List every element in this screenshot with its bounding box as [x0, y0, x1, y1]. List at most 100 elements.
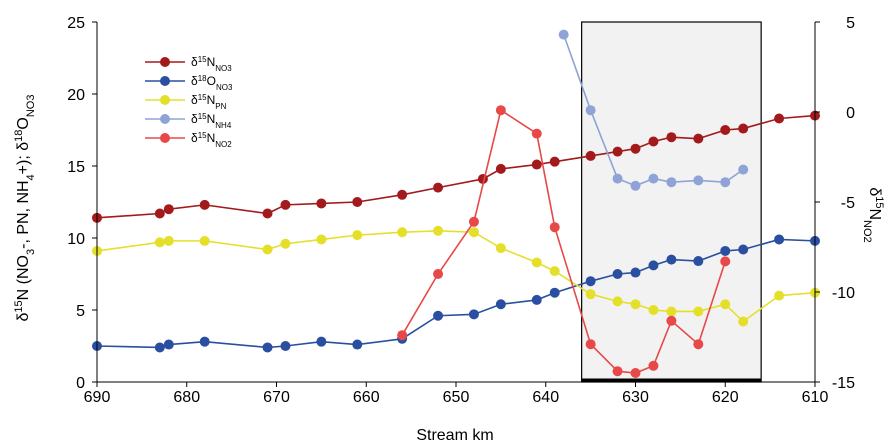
data-point: [648, 305, 659, 315]
data-point: [612, 146, 623, 157]
data-point: [738, 123, 749, 134]
data-point: [468, 309, 479, 320]
data-point: [666, 254, 677, 265]
series-2: [92, 225, 820, 327]
legend-label: δ15NPN: [191, 93, 227, 111]
legend-label: δ15NNO2: [191, 131, 232, 149]
data-point: [280, 199, 291, 210]
data-point: [720, 299, 731, 310]
data-point: [666, 306, 677, 317]
x-axis-title: Stream km: [416, 427, 493, 444]
data-point: [468, 216, 479, 227]
data-point: [352, 197, 363, 207]
data-point: [693, 306, 704, 317]
data-point: [630, 299, 641, 310]
data-point: [666, 315, 677, 326]
data-point: [495, 243, 506, 254]
data-point: [630, 368, 641, 378]
series-layer: [92, 29, 820, 378]
x-tick-label: 610: [802, 389, 829, 406]
data-point: [630, 143, 641, 154]
legend-marker: [160, 95, 170, 105]
data-point: [720, 245, 731, 256]
y-right-tick-label: -5: [841, 195, 855, 212]
y-left-tick-label: 20: [67, 87, 85, 104]
y-right-tick-label: 0: [846, 105, 855, 122]
legend-marker: [160, 76, 170, 86]
y-right-tick-label: -15: [832, 375, 855, 392]
legend-label: δ15NNH4: [191, 112, 232, 130]
data-point: [612, 173, 623, 184]
data-point: [774, 113, 785, 124]
data-point: [154, 237, 165, 248]
data-point: [720, 256, 731, 267]
data-point: [549, 287, 560, 298]
data-point: [433, 225, 444, 236]
y-left-tick-label: 25: [67, 15, 85, 32]
data-point: [352, 339, 363, 350]
data-point: [163, 339, 174, 350]
data-point: [612, 269, 623, 279]
legend-label: δ18ONO3: [191, 74, 233, 92]
data-point: [316, 198, 327, 209]
data-point: [433, 269, 444, 279]
series-3: [558, 29, 749, 191]
legend-marker: [160, 57, 170, 67]
data-point: [738, 244, 749, 255]
x-tick-label: 670: [263, 389, 290, 406]
data-point: [316, 234, 327, 245]
data-point: [612, 366, 623, 377]
data-point: [585, 289, 596, 300]
data-point: [774, 234, 785, 245]
data-point: [666, 132, 677, 143]
y-right-axis-title: δ15NNO2: [861, 187, 885, 242]
x-tick-label: 660: [353, 389, 380, 406]
data-point: [531, 257, 542, 268]
data-point: [666, 177, 677, 188]
data-point: [720, 177, 731, 188]
data-point: [693, 133, 704, 144]
data-point: [352, 230, 363, 241]
data-point: [531, 128, 542, 139]
y-left-tick-label: 15: [67, 159, 85, 176]
data-point: [585, 105, 596, 116]
data-point: [316, 336, 327, 347]
data-point: [585, 276, 596, 287]
data-point: [693, 175, 704, 186]
data-point: [585, 339, 596, 350]
axes-layer: 690 680 670 660 650 640 630 620 610 0 5 10 15 20 25 5 0 -…: [67, 15, 855, 406]
shaded-region: [581, 21, 762, 383]
data-point: [612, 296, 623, 307]
data-point: [648, 260, 659, 271]
data-point: [199, 199, 210, 210]
data-point: [774, 290, 785, 301]
data-point: [163, 235, 174, 246]
data-point: [262, 208, 273, 219]
data-point: [585, 150, 596, 161]
data-point: [630, 180, 641, 191]
x-tick-label: 620: [712, 389, 739, 406]
data-point: [154, 342, 165, 353]
data-point: [531, 294, 542, 305]
x-tick-label: 640: [532, 389, 559, 406]
data-point: [630, 267, 641, 278]
data-point: [433, 182, 444, 193]
series-4: [397, 105, 731, 378]
data-point: [199, 336, 210, 347]
data-point: [397, 330, 408, 341]
x-tick-label: 630: [622, 389, 649, 406]
x-tick-label: 650: [443, 389, 470, 406]
data-point: [280, 341, 291, 351]
data-point: [495, 299, 506, 310]
data-point: [648, 360, 659, 371]
x-tick-label: 690: [84, 389, 111, 406]
y-left-axis-title: δ15N (NO3-, PN, NH4+); δ18ONO3: [13, 95, 37, 322]
y-left-tick-label: 5: [76, 303, 85, 320]
data-point: [648, 173, 659, 184]
y-left-tick-label: 0: [76, 375, 85, 392]
data-point: [720, 125, 731, 135]
data-point: [549, 156, 560, 167]
data-point: [693, 339, 704, 350]
